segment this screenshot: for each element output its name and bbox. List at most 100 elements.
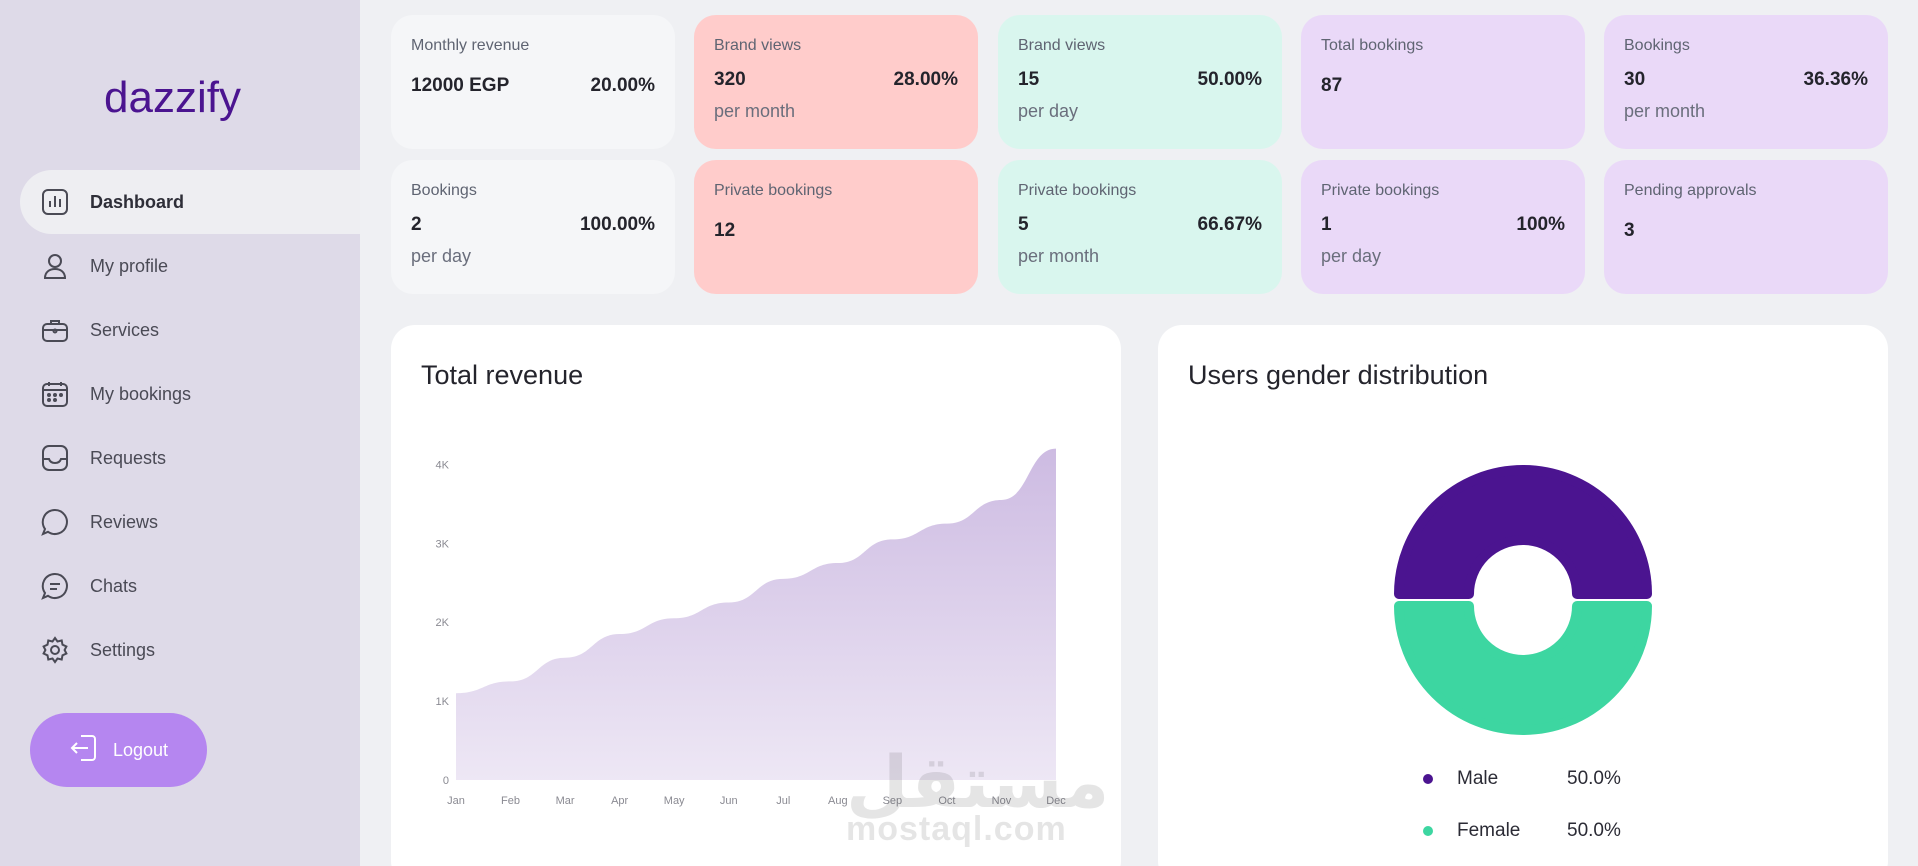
sidebar-item-settings[interactable]: Settings (20, 618, 360, 682)
x-tick-label: Jan (447, 795, 465, 807)
calendar-icon (40, 379, 70, 409)
x-tick-label: May (664, 795, 685, 807)
sidebar-item-label: Chats (90, 575, 138, 596)
gender-donut-chart (1394, 465, 1652, 735)
stat-period: per day (1018, 101, 1079, 121)
x-tick-label: Apr (611, 795, 628, 807)
stat-card-brand-views-day: Brand views 15 50.00% per day (998, 15, 1282, 149)
y-tick-label: 3K (436, 538, 450, 550)
stat-title: Brand views (714, 37, 802, 54)
stat-period: per day (411, 246, 472, 266)
legend-value: 50.0% (1567, 820, 1621, 841)
stat-percent: 100.00% (579, 214, 655, 235)
x-tick-label: Nov (992, 795, 1012, 807)
stat-title: Total bookings (1321, 37, 1424, 54)
legend-label: Male (1457, 768, 1499, 789)
x-tick-label: Feb (501, 795, 520, 807)
stat-card-total-bookings: Total bookings 87 (1301, 15, 1585, 149)
stat-title: Private bookings (714, 182, 833, 199)
stat-value: 30 (1624, 69, 1646, 90)
legend-male: Male 50.0% (1423, 768, 1621, 790)
message-lines-icon (40, 571, 70, 601)
user-icon (40, 251, 70, 281)
x-tick-label: Mar (556, 795, 575, 807)
logo-wordmark-icon: dazzify (104, 73, 241, 122)
stat-card-monthly-revenue: Monthly revenue 12000 EGP 20.00% (391, 15, 675, 149)
stat-percent: 36.36% (1803, 69, 1868, 90)
stat-card-pending-approvals: Pending approvals 3 (1604, 160, 1888, 294)
sidebar-item-label: Settings (90, 639, 156, 660)
logout-label: Logout (112, 739, 169, 760)
stat-value: 3 (1624, 220, 1635, 241)
total-revenue-panel: Total revenue 0 1K 2K 3K 4K Jan Feb Mar Apr May Ju… (391, 325, 1121, 866)
revenue-area-series (456, 448, 1056, 780)
stat-percent: 66.67% (1197, 214, 1262, 235)
revenue-area-chart: 0 1K 2K 3K 4K Jan Feb Mar Apr May Jun Jul Aug Sep Oct N… (436, 448, 1066, 807)
stat-value: 12000 EGP (411, 75, 510, 96)
stat-period: per month (1018, 246, 1100, 266)
stat-card-private-bookings-total: Private bookings 12 (694, 160, 978, 294)
brand-logo[interactable]: dazzify (100, 72, 260, 134)
gender-distribution-panel: Users gender distribution Male 50.0% Fem… (1158, 325, 1888, 866)
stat-title: Pending approvals (1624, 182, 1757, 199)
legend-value: 50.0% (1567, 768, 1621, 789)
stat-period: per day (1321, 246, 1382, 266)
stat-title: Private bookings (1018, 182, 1137, 199)
stat-period: per month (714, 101, 796, 121)
x-tick-label: Jul (776, 795, 790, 807)
sidebar-item-my-bookings[interactable]: My bookings (20, 362, 360, 426)
legend-label: Female (1457, 820, 1521, 841)
donut-slice-female (1394, 601, 1652, 735)
stat-percent: 20.00% (590, 75, 655, 96)
legend-dot-male (1423, 774, 1433, 784)
x-tick-label: Oct (938, 795, 955, 807)
stat-value: 5 (1018, 214, 1029, 235)
logout-icon (69, 733, 99, 768)
legend-female: Female 50.0% (1423, 820, 1621, 842)
legend-dot-female (1423, 826, 1433, 836)
stat-title: Bookings (411, 182, 477, 199)
sidebar-item-my-profile[interactable]: My profile (20, 234, 360, 298)
stat-title: Brand views (1018, 37, 1106, 54)
stat-card-bookings-day: Bookings 2 100.00% per day (391, 160, 675, 294)
stat-card-brand-views-month: Brand views 320 28.00% per month (694, 15, 978, 149)
y-tick-label: 0 (443, 775, 449, 787)
briefcase-icon (40, 315, 70, 345)
sidebar-item-label: Dashboard (90, 191, 185, 212)
x-tick-label: Sep (883, 795, 903, 807)
stat-value: 1 (1321, 214, 1332, 235)
stat-percent: 50.00% (1197, 69, 1262, 90)
donut-slice-male (1394, 465, 1652, 599)
gear-icon (40, 635, 70, 665)
stat-value: 87 (1321, 75, 1343, 96)
sidebar: dazzify Dashboard My profile Services (0, 0, 360, 866)
stat-card-private-bookings-day: Private bookings 1 100% per day (1301, 160, 1585, 294)
stat-percent: 28.00% (893, 69, 958, 90)
stat-percent: 100% (1516, 214, 1565, 235)
svg-text:dazzify: dazzify (104, 73, 241, 122)
x-tick-label: Dec (1046, 795, 1066, 807)
inbox-icon (40, 443, 70, 473)
x-tick-label: Aug (828, 795, 848, 807)
sidebar-item-label: Reviews (90, 511, 159, 532)
sidebar-item-requests[interactable]: Requests (20, 426, 360, 490)
chat-bubble-icon (40, 507, 70, 537)
stat-value: 320 (714, 69, 746, 90)
sidebar-item-services[interactable]: Services (20, 298, 360, 362)
panel-title: Users gender distribution (1188, 360, 1489, 390)
logout-button[interactable]: Logout (30, 713, 207, 787)
sidebar-item-label: Services (90, 319, 160, 340)
stat-title: Monthly revenue (411, 37, 530, 54)
panel-title: Total revenue (421, 360, 584, 390)
stat-value: 2 (411, 214, 422, 235)
sidebar-item-reviews[interactable]: Reviews (20, 490, 360, 554)
sidebar-item-dashboard[interactable]: Dashboard (20, 170, 360, 234)
stat-title: Bookings (1624, 37, 1690, 54)
stat-period: per month (1624, 101, 1706, 121)
stat-card-bookings-month: Bookings 30 36.36% per month (1604, 15, 1888, 149)
y-tick-label: 2K (436, 617, 450, 629)
stat-title: Private bookings (1321, 182, 1440, 199)
y-tick-label: 1K (436, 696, 450, 708)
sidebar-item-chats[interactable]: Chats (20, 554, 360, 618)
stat-value: 12 (714, 220, 736, 241)
